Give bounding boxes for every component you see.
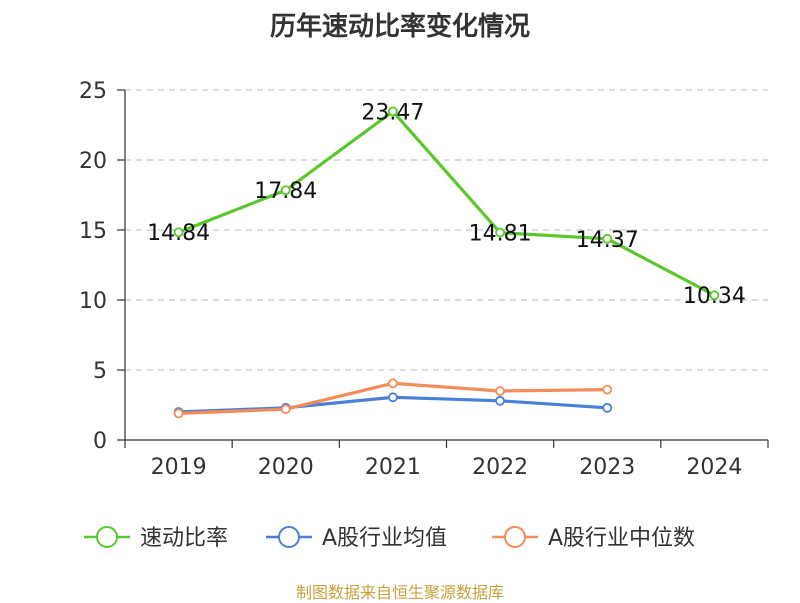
data-point <box>173 227 184 238</box>
data-point <box>388 392 398 403</box>
data-label: 10.34 <box>683 284 746 309</box>
series-lines <box>173 106 720 419</box>
data-point <box>280 404 291 415</box>
data-point <box>388 106 398 117</box>
legend-item: A股行业均值 <box>266 526 447 551</box>
data-point <box>602 384 613 395</box>
legend-marker <box>504 526 526 548</box>
y-tick-label: 10 <box>79 289 107 314</box>
data-label: 14.84 <box>147 221 210 246</box>
data-label: 14.81 <box>469 222 532 247</box>
data-labels: 14.84 17.84 23.47 14.81 14.37 10.34 <box>147 100 746 309</box>
y-tick-label: 20 <box>79 149 107 174</box>
x-tick-label: 2023 <box>579 455 635 480</box>
legend-label: 速动比率 <box>140 526 228 551</box>
y-tick-label: 25 <box>79 79 107 104</box>
data-point <box>495 395 505 406</box>
data-point <box>173 408 184 419</box>
legend-label: A股行业均值 <box>322 526 447 551</box>
data-point <box>495 227 505 238</box>
y-tick-label: 0 <box>93 429 107 454</box>
axes: 0 5 10 15 20 25 2019 2020 2021 2022 2023 2024 <box>79 79 769 480</box>
data-point <box>280 185 291 196</box>
x-tick-label: 2021 <box>365 455 421 480</box>
x-tick-label: 2020 <box>258 455 314 480</box>
data-point <box>602 402 613 413</box>
series-line <box>177 109 716 297</box>
legend: 速动比率 A股行业均值 A股行业中位数 <box>84 526 695 551</box>
data-point <box>388 378 398 389</box>
data-label: 14.37 <box>576 228 639 253</box>
legend-item: A股行业中位数 <box>492 526 695 551</box>
legend-item: 速动比率 <box>84 526 228 551</box>
source-note: 制图数据来自恒生聚源数据库 <box>295 583 504 602</box>
data-point <box>495 386 505 396</box>
data-label: 23.47 <box>361 100 424 125</box>
data-label: 17.84 <box>254 179 317 204</box>
x-tick-label: 2024 <box>686 455 742 480</box>
grid-lines <box>125 89 768 371</box>
data-point <box>602 233 613 244</box>
chart-title: 历年速动比率变化情况 <box>269 12 530 42</box>
legend-label: A股行业中位数 <box>548 526 695 551</box>
y-tick-label: 5 <box>93 359 107 384</box>
x-tick-label: 2022 <box>472 455 528 480</box>
data-point <box>709 290 720 301</box>
y-tick-label: 15 <box>79 219 107 244</box>
legend-marker <box>96 526 118 548</box>
x-tick-label: 2019 <box>151 455 207 480</box>
legend-marker <box>278 526 300 548</box>
